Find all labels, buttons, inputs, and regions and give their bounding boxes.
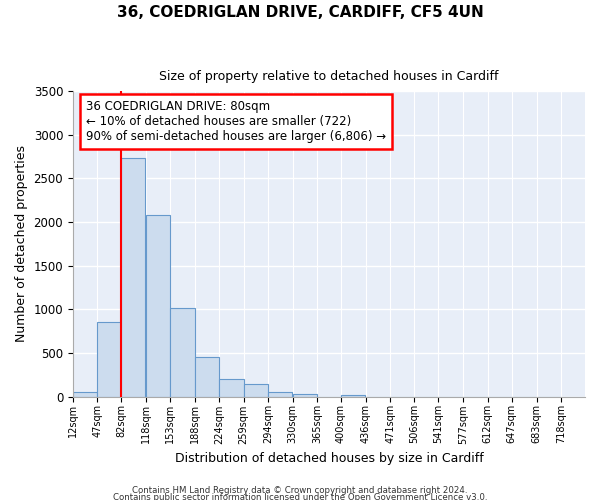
Bar	[146, 215, 170, 396]
Bar	[268, 392, 292, 396]
Bar	[220, 378, 244, 396]
Bar	[293, 394, 317, 396]
Bar	[73, 392, 97, 396]
Y-axis label: Number of detached properties: Number of detached properties	[15, 146, 28, 342]
Title: Size of property relative to detached houses in Cardiff: Size of property relative to detached ho…	[159, 70, 499, 83]
Text: Contains HM Land Registry data © Crown copyright and database right 2024.: Contains HM Land Registry data © Crown c…	[132, 486, 468, 495]
Text: Contains public sector information licensed under the Open Government Licence v3: Contains public sector information licen…	[113, 494, 487, 500]
Bar	[170, 308, 194, 396]
Text: 36, COEDRIGLAN DRIVE, CARDIFF, CF5 4UN: 36, COEDRIGLAN DRIVE, CARDIFF, CF5 4UN	[116, 5, 484, 20]
Bar	[97, 322, 121, 396]
Bar	[341, 395, 365, 396]
Bar	[194, 358, 219, 397]
Text: 36 COEDRIGLAN DRIVE: 80sqm
← 10% of detached houses are smaller (722)
90% of sem: 36 COEDRIGLAN DRIVE: 80sqm ← 10% of deta…	[86, 100, 386, 144]
X-axis label: Distribution of detached houses by size in Cardiff: Distribution of detached houses by size …	[175, 452, 484, 465]
Bar	[121, 158, 145, 396]
Bar	[244, 384, 268, 396]
